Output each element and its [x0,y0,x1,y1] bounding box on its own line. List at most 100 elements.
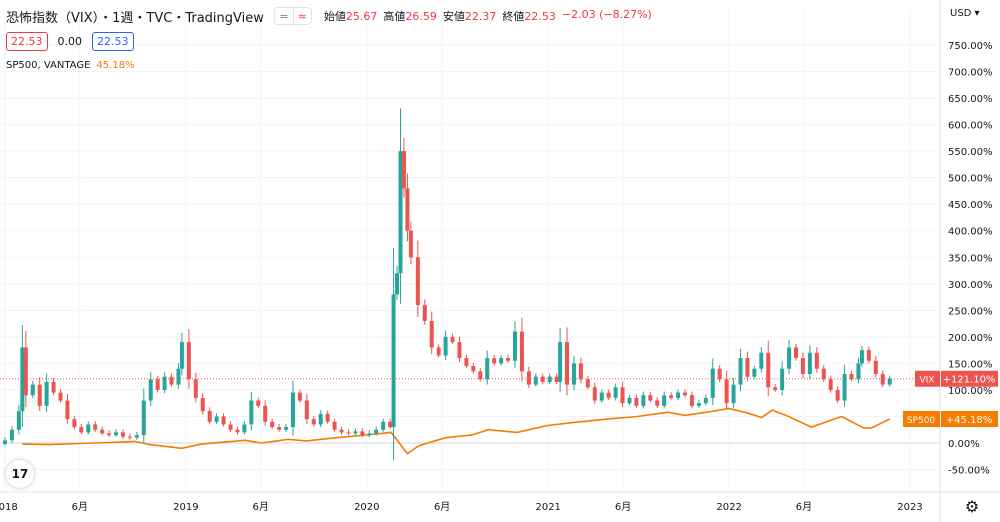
candle-body [72,419,77,428]
candle-body [800,358,805,375]
candle-body [807,352,812,375]
candle-body [9,429,14,441]
display-toggle[interactable]: = ≈ [273,7,312,25]
candle-body [471,366,476,372]
candle-body [599,392,604,401]
candle-body [277,427,282,430]
candle-body [478,371,483,380]
candle-body [114,432,119,436]
candle-body [655,400,660,406]
x-tick-label: 2022 [716,502,741,513]
ohlc-readout: 始値25.67 高値26.59 安値22.37 終値22.53 −2.03 (−… [324,8,652,24]
candle-body [703,397,708,404]
candle-body [332,421,337,430]
candle-body [134,435,139,438]
candle-body [533,376,538,385]
candle-body [485,358,490,380]
candle-body [86,424,91,433]
candle-body [408,230,413,258]
x-tick-label: 2020 [354,502,379,513]
y-tick-label: 600.00% [948,121,993,132]
candle-body [20,347,25,412]
candle-body [304,400,309,420]
candle-body [79,427,84,433]
candle-body [290,392,295,428]
currency-selector[interactable]: USD ▾ [950,8,980,19]
candle-body [682,392,687,396]
candle-body [606,392,611,398]
candle-body [492,358,497,364]
sp500-legend-name: SP500, VANTAGE [6,60,91,71]
candle-body [738,358,743,385]
sp500-tag: SP500 [907,416,936,426]
candle-body [565,342,570,385]
candle-body [318,413,323,425]
candle-body [585,379,590,388]
sp500-series [22,407,891,455]
candle-body [148,379,153,401]
y-tick-label: 450.00% [948,200,993,211]
candle-body [37,384,42,406]
gear-icon[interactable]: ⚙ [964,496,980,516]
sell-price[interactable]: 22.53 [6,32,48,51]
candle-body [388,421,393,428]
open-label: 始値 [323,10,346,23]
candle-body [297,392,302,401]
candle-body [866,350,871,361]
candle-body [745,358,750,377]
candle-body [787,347,792,369]
sp500-legend[interactable]: SP500, VANTAGE 45.18% [6,60,135,71]
low-label: 安値 [442,10,465,23]
candle-body [773,387,778,390]
buy-price[interactable]: 22.53 [92,32,134,51]
candle-body [256,400,261,406]
candle-body [547,376,552,382]
hide-icon[interactable]: = [279,9,289,23]
candle-body [794,347,799,359]
chart-header: 恐怖指数（VIX）・1週・TVC・TradingView = ≈ 始値25.67… [6,6,652,26]
candle-body [249,400,254,425]
candle-body [3,440,7,445]
candle-body [766,352,771,388]
candle-body [828,379,833,390]
candle-body [592,387,597,401]
y-tick-label: 100.00% [948,386,993,397]
sp500-last-label: +45.18% [946,415,993,426]
candle-body [23,347,28,396]
candle-body [325,413,330,422]
tradingview-logo-icon[interactable]: 17 [6,460,34,488]
candle-body [873,360,878,375]
symbol-title[interactable]: 恐怖指数（VIX）・1週・TVC・TradingView [6,10,264,26]
sp500-legend-value: 45.18% [96,60,135,71]
y-tick-label: 350.00% [948,253,993,264]
candle-body [93,424,98,430]
candle-body [880,374,885,385]
y-tick-label: 550.00% [948,147,993,158]
candle-body [169,376,174,385]
vix-last-label: +121.10% [943,375,996,386]
candle-body [627,397,632,404]
candle-body [436,347,441,356]
candle-body [311,419,316,425]
candle-body [696,403,701,406]
y-tick-label: 300.00% [948,280,993,291]
candle-body [814,352,819,369]
candle-body [176,368,181,385]
currency-label: USD [950,8,972,19]
x-tick-label: 2019 [173,502,198,513]
sp500-line [22,407,891,455]
candle-body [821,368,826,380]
candle-body [339,429,344,433]
candle-body [179,342,184,369]
approx-icon[interactable]: ≈ [292,8,311,24]
x-tick-label: 6月 [796,501,812,513]
sp500-last-bg [941,411,998,428]
spread-value: 0.00 [57,35,83,48]
candle-body [540,376,545,382]
open-value: 25.67 [345,10,378,23]
candle-body [519,331,524,372]
candle-body [242,424,247,433]
candle-body [752,368,757,377]
vix-series [0,108,892,461]
